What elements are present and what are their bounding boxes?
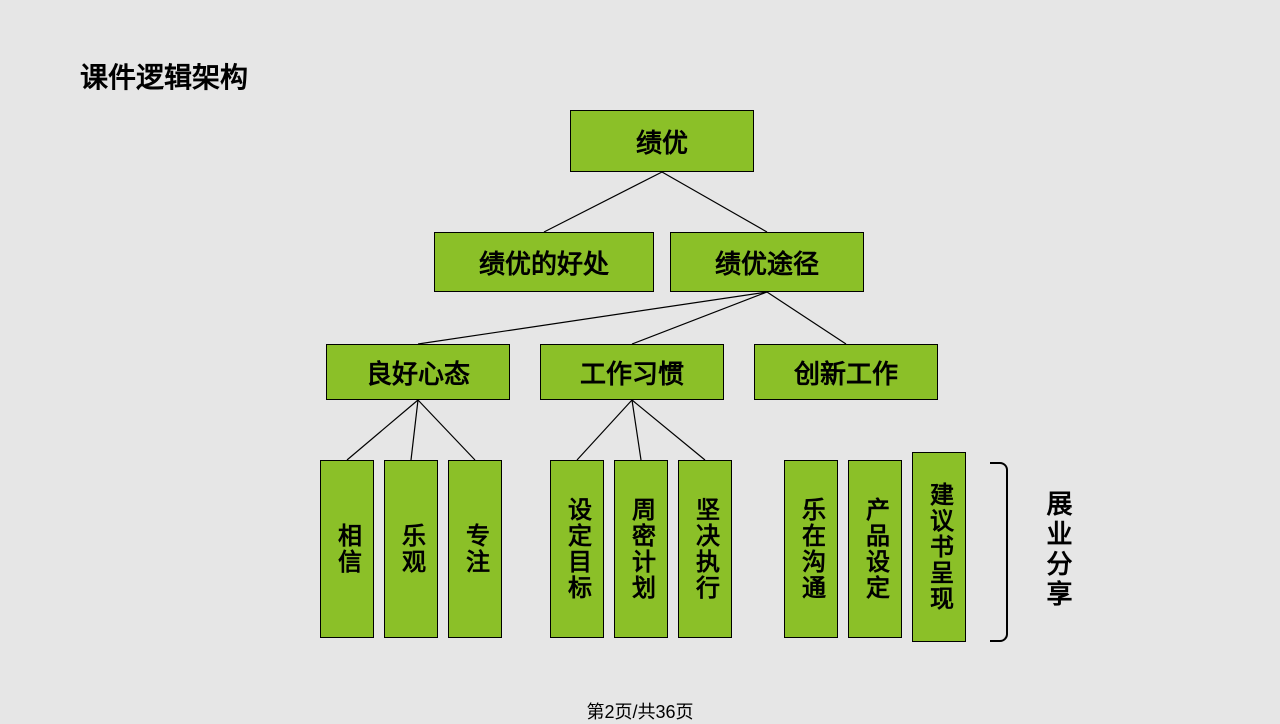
node-b1: 设定目标	[550, 460, 604, 638]
node-c3: 建议书呈现	[912, 452, 966, 642]
node-b3: 坚决执行	[678, 460, 732, 638]
side-label: 展业分享	[1040, 490, 1077, 610]
node-l2b: 工作习惯	[540, 344, 724, 400]
node-b2: 周密计划	[614, 460, 668, 638]
page-footer: 第2页/共36页	[586, 698, 693, 724]
node-a1: 相信	[320, 460, 374, 638]
node-c1: 乐在沟通	[784, 460, 838, 638]
node-l1a: 绩优的好处	[434, 232, 654, 292]
page-title: 课件逻辑架构	[80, 56, 248, 96]
node-c2: 产品设定	[848, 460, 902, 638]
group-bracket	[990, 462, 1008, 642]
node-root: 绩优	[570, 110, 754, 172]
node-l2a: 良好心态	[326, 344, 510, 400]
node-a3: 专注	[448, 460, 502, 638]
node-l1b: 绩优途径	[670, 232, 864, 292]
node-l2c: 创新工作	[754, 344, 938, 400]
node-a2: 乐观	[384, 460, 438, 638]
